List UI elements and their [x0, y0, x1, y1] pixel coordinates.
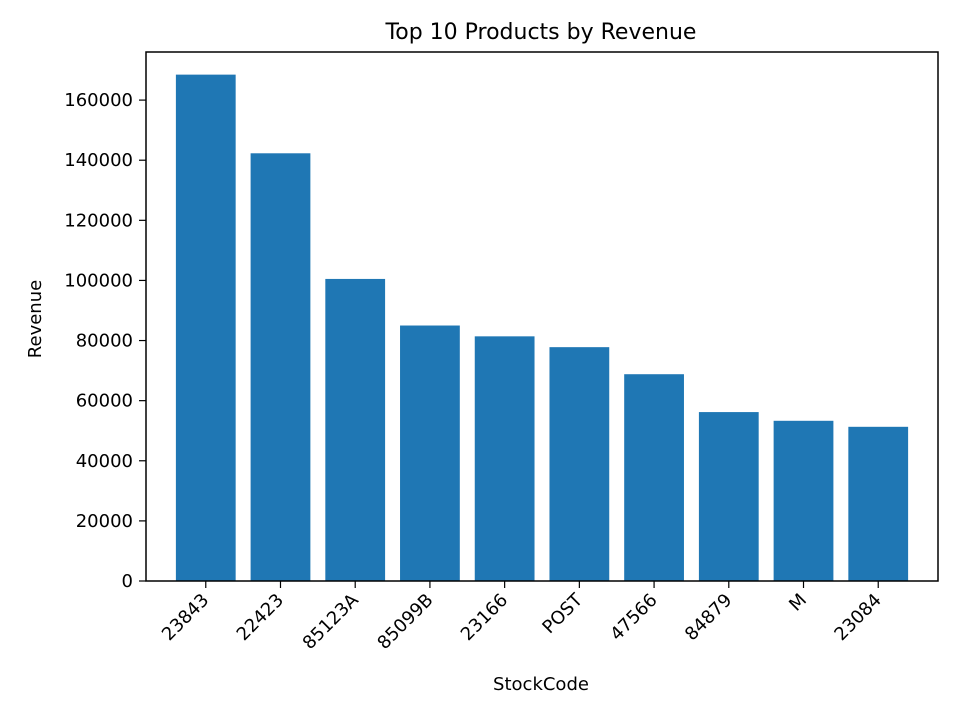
bar-23843	[175, 74, 236, 581]
x-tick-label: 23843	[158, 590, 213, 645]
x-tick-label: 23084	[830, 590, 885, 645]
y-tick-label: 0	[122, 571, 133, 592]
y-tick-label: 120000	[64, 210, 133, 231]
bar-84879	[698, 412, 759, 581]
y-tick-label: 20000	[76, 511, 133, 532]
bar-POST	[549, 347, 610, 581]
y-tick-label: 140000	[64, 150, 133, 171]
bar-23166	[474, 336, 535, 581]
y-tick-label: 80000	[76, 331, 133, 352]
x-tick-label: 22423	[233, 590, 288, 645]
x-tick-label: M	[785, 590, 811, 616]
x-axis-label: StockCode	[493, 674, 589, 695]
y-tick-label: 100000	[64, 270, 133, 291]
y-axis: 0 20000 40000 60000 80000 100000 120000 140000 1…	[64, 90, 146, 592]
x-tick-label: 85123A	[299, 589, 364, 654]
bar-23084	[848, 426, 909, 581]
y-tick-label: 40000	[76, 451, 133, 472]
x-tick-label: POST	[538, 589, 587, 638]
bars-group	[175, 74, 909, 581]
y-tick-label: 160000	[64, 90, 133, 111]
bar-85099B	[400, 325, 460, 581]
bar-85123A	[325, 278, 386, 581]
x-tick-label: 84879	[681, 590, 736, 645]
y-tick-label: 60000	[76, 391, 133, 412]
x-tick-label: 85099B	[373, 590, 437, 654]
bar-M	[773, 420, 834, 581]
x-axis: 23843 22423 85123A 85099B 23166 POST 47566 8487…	[158, 581, 886, 654]
bar-22423	[250, 153, 311, 581]
x-tick-label: 23166	[457, 590, 512, 645]
bar-47566	[624, 374, 684, 581]
y-axis-label: Revenue	[25, 280, 46, 358]
plot-frame	[145, 51, 939, 582]
x-tick-label: 47566	[606, 590, 661, 645]
chart-title: Top 10 Products by Revenue	[385, 20, 697, 45]
